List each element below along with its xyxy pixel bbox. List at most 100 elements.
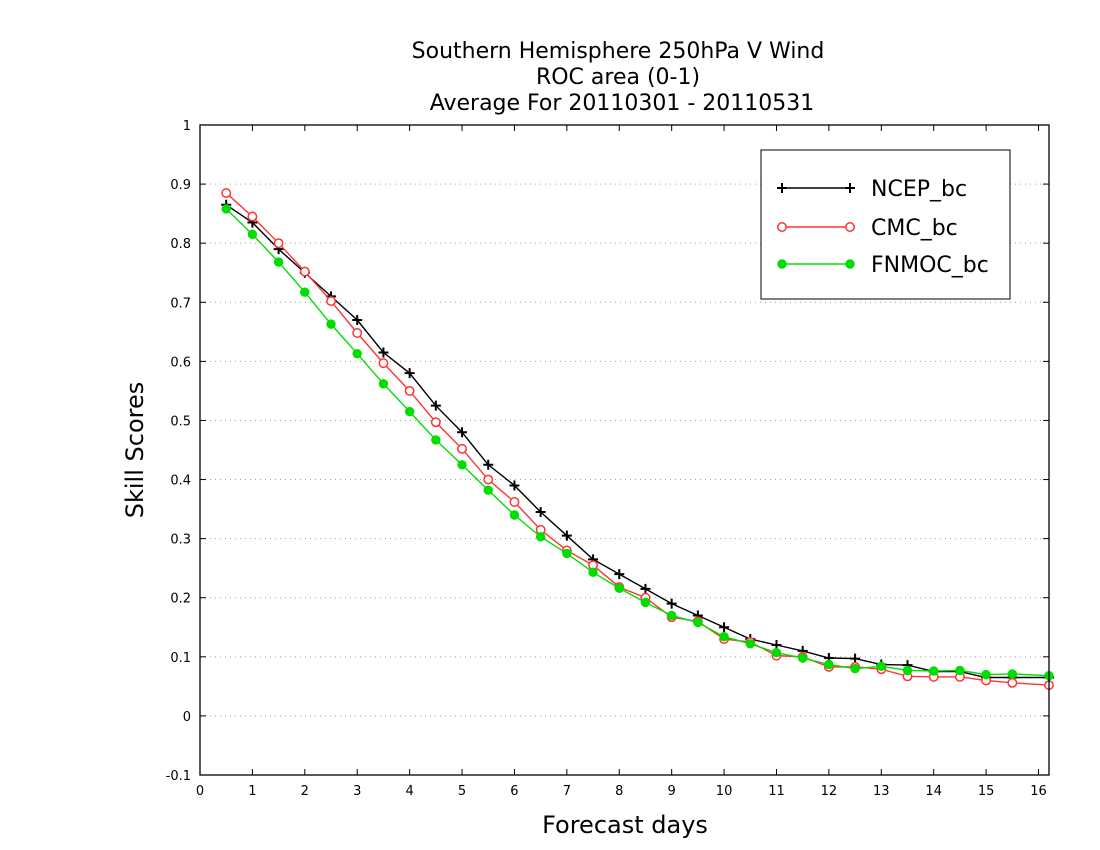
data-point-CMC_bc bbox=[221, 188, 232, 198]
y-tick-label: -0.1 bbox=[166, 769, 191, 784]
x-tick-label: 10 bbox=[716, 784, 733, 799]
data-point-CMC_bc bbox=[326, 296, 336, 307]
chart-title: Southern Hemisphere 250hPa V Wind ROC ar… bbox=[412, 39, 825, 116]
legend: NCEP_bc CMC_bc FNMOC_bc bbox=[760, 149, 1011, 300]
y-axis-ticks: -0.1 0 0.1 0.2 0.3 0.4 0.5 0.6 0.7 0.8 0.9 1 bbox=[166, 119, 1049, 784]
data-point-FNMOC_bc bbox=[929, 666, 939, 676]
y-tick-label: 0.9 bbox=[170, 178, 191, 193]
data-point-CMC_bc bbox=[299, 266, 310, 277]
x-tick-label: 4 bbox=[405, 784, 413, 799]
data-point-CMC_bc bbox=[273, 238, 284, 249]
data-point-FNMOC_bc bbox=[955, 665, 965, 676]
legend-marker-NCEP_bc bbox=[777, 183, 787, 193]
data-point-CMC_bc bbox=[378, 358, 389, 369]
y-tick-label: 0.6 bbox=[170, 355, 191, 370]
data-point-FNMOC_bc bbox=[902, 665, 913, 676]
legend-label-NCEP_bc: NCEP_bc bbox=[871, 177, 967, 202]
chart-title-line-2: ROC area (0-1) bbox=[536, 65, 700, 90]
legend-label-FNMOC_bc: FNMOC_bc bbox=[871, 253, 989, 278]
chart-title-line-1: Southern Hemisphere 250hPa V Wind bbox=[412, 39, 825, 64]
data-point-NCEP_bc bbox=[535, 507, 546, 518]
series-layer bbox=[221, 188, 1054, 691]
data-point-NCEP_bc bbox=[404, 368, 415, 379]
x-tick-label: 9 bbox=[668, 784, 676, 799]
data-point-FNMOC_bc bbox=[457, 460, 467, 470]
y-tick-label: 0.4 bbox=[170, 474, 191, 489]
y-tick-label: 0.2 bbox=[170, 592, 191, 607]
data-point-NCEP_bc bbox=[561, 530, 572, 541]
legend-label-CMC_bc: CMC_bc bbox=[871, 216, 958, 241]
data-point-NCEP_bc bbox=[457, 427, 468, 438]
data-point-FNMOC_bc bbox=[509, 510, 520, 520]
data-point-FNMOC_bc bbox=[300, 287, 310, 297]
legend-marker-FNMOC_bc bbox=[845, 259, 855, 269]
data-point-NCEP_bc bbox=[640, 583, 651, 594]
x-tick-label: 5 bbox=[458, 784, 466, 799]
data-point-FNMOC_bc bbox=[352, 348, 362, 359]
data-point-FNMOC_bc bbox=[614, 583, 624, 593]
x-tick-label: 11 bbox=[768, 784, 785, 799]
data-point-CMC_bc bbox=[1007, 677, 1018, 688]
y-tick-label: 0.7 bbox=[170, 296, 191, 311]
data-point-FNMOC_bc bbox=[640, 597, 651, 608]
data-point-FNMOC_bc bbox=[431, 435, 441, 445]
data-point-FNMOC_bc bbox=[850, 663, 860, 674]
plot-frame bbox=[199, 124, 1050, 776]
y-tick-label: 0 bbox=[183, 710, 191, 725]
x-tick-label: 15 bbox=[978, 784, 995, 799]
data-point-FNMOC_bc bbox=[876, 661, 886, 671]
x-tick-label: 14 bbox=[925, 784, 942, 799]
data-point-FNMOC_bc bbox=[483, 485, 493, 495]
data-point-NCEP_bc bbox=[352, 315, 363, 325]
x-tick-label: 7 bbox=[563, 784, 571, 799]
y-tick-label: 0.8 bbox=[170, 237, 191, 252]
x-tick-label: 16 bbox=[1030, 784, 1047, 799]
chart-title-line-3: Average For 20110301 - 20110531 bbox=[430, 91, 815, 116]
data-point-FNMOC_bc bbox=[588, 567, 598, 578]
series-FNMOC_bc bbox=[221, 204, 1054, 681]
data-point-NCEP_bc bbox=[719, 622, 730, 633]
x-tick-label: 13 bbox=[873, 784, 890, 799]
data-point-NCEP_bc bbox=[614, 569, 625, 580]
data-point-NCEP_bc bbox=[430, 400, 441, 411]
data-point-FNMOC_bc bbox=[797, 653, 808, 663]
y-tick-label: 0.5 bbox=[170, 414, 191, 429]
legend-entry-CMC_bc: CMC_bc bbox=[777, 216, 958, 241]
data-point-CMC_bc bbox=[247, 211, 258, 222]
data-point-FNMOC_bc bbox=[247, 229, 258, 240]
data-point-CMC_bc bbox=[352, 328, 363, 338]
data-point-CMC_bc bbox=[509, 497, 520, 507]
x-axis-title: Forecast days bbox=[542, 811, 708, 839]
legend-entry-NCEP_bc: NCEP_bc bbox=[777, 177, 967, 202]
x-tick-label: 2 bbox=[301, 784, 309, 799]
data-point-FNMOC_bc bbox=[745, 639, 755, 649]
data-point-FNMOC_bc bbox=[562, 548, 572, 559]
data-point-FNMOC_bc bbox=[535, 532, 546, 542]
legend-box bbox=[760, 149, 1011, 300]
data-point-FNMOC_bc bbox=[719, 632, 729, 642]
data-point-FNMOC_bc bbox=[404, 406, 415, 417]
legend-marker-CMC_bc bbox=[845, 222, 855, 232]
data-point-NCEP_bc bbox=[378, 347, 389, 358]
data-point-FNMOC_bc bbox=[326, 319, 336, 329]
data-point-NCEP_bc bbox=[483, 459, 494, 470]
data-point-NCEP_bc bbox=[666, 598, 677, 609]
legend-entry-FNMOC_bc: FNMOC_bc bbox=[777, 253, 989, 278]
data-point-NCEP_bc bbox=[509, 480, 520, 491]
data-point-FNMOC_bc bbox=[221, 204, 231, 214]
x-tick-label: 0 bbox=[196, 784, 204, 799]
data-point-FNMOC_bc bbox=[666, 610, 677, 621]
x-tick-label: 12 bbox=[821, 784, 838, 799]
legend-marker-NCEP_bc bbox=[845, 183, 855, 193]
y-tick-label: 1 bbox=[183, 119, 191, 134]
x-tick-label: 6 bbox=[510, 784, 518, 799]
y-axis-title: Skill Scores bbox=[121, 382, 149, 519]
data-point-CMC_bc bbox=[483, 474, 494, 485]
data-point-FNMOC_bc bbox=[824, 659, 834, 670]
data-point-FNMOC_bc bbox=[273, 257, 284, 267]
legend-entries: NCEP_bc CMC_bc FNMOC_bc bbox=[777, 177, 989, 278]
data-point-FNMOC_bc bbox=[693, 617, 703, 628]
legend-marker-FNMOC_bc bbox=[777, 259, 787, 269]
